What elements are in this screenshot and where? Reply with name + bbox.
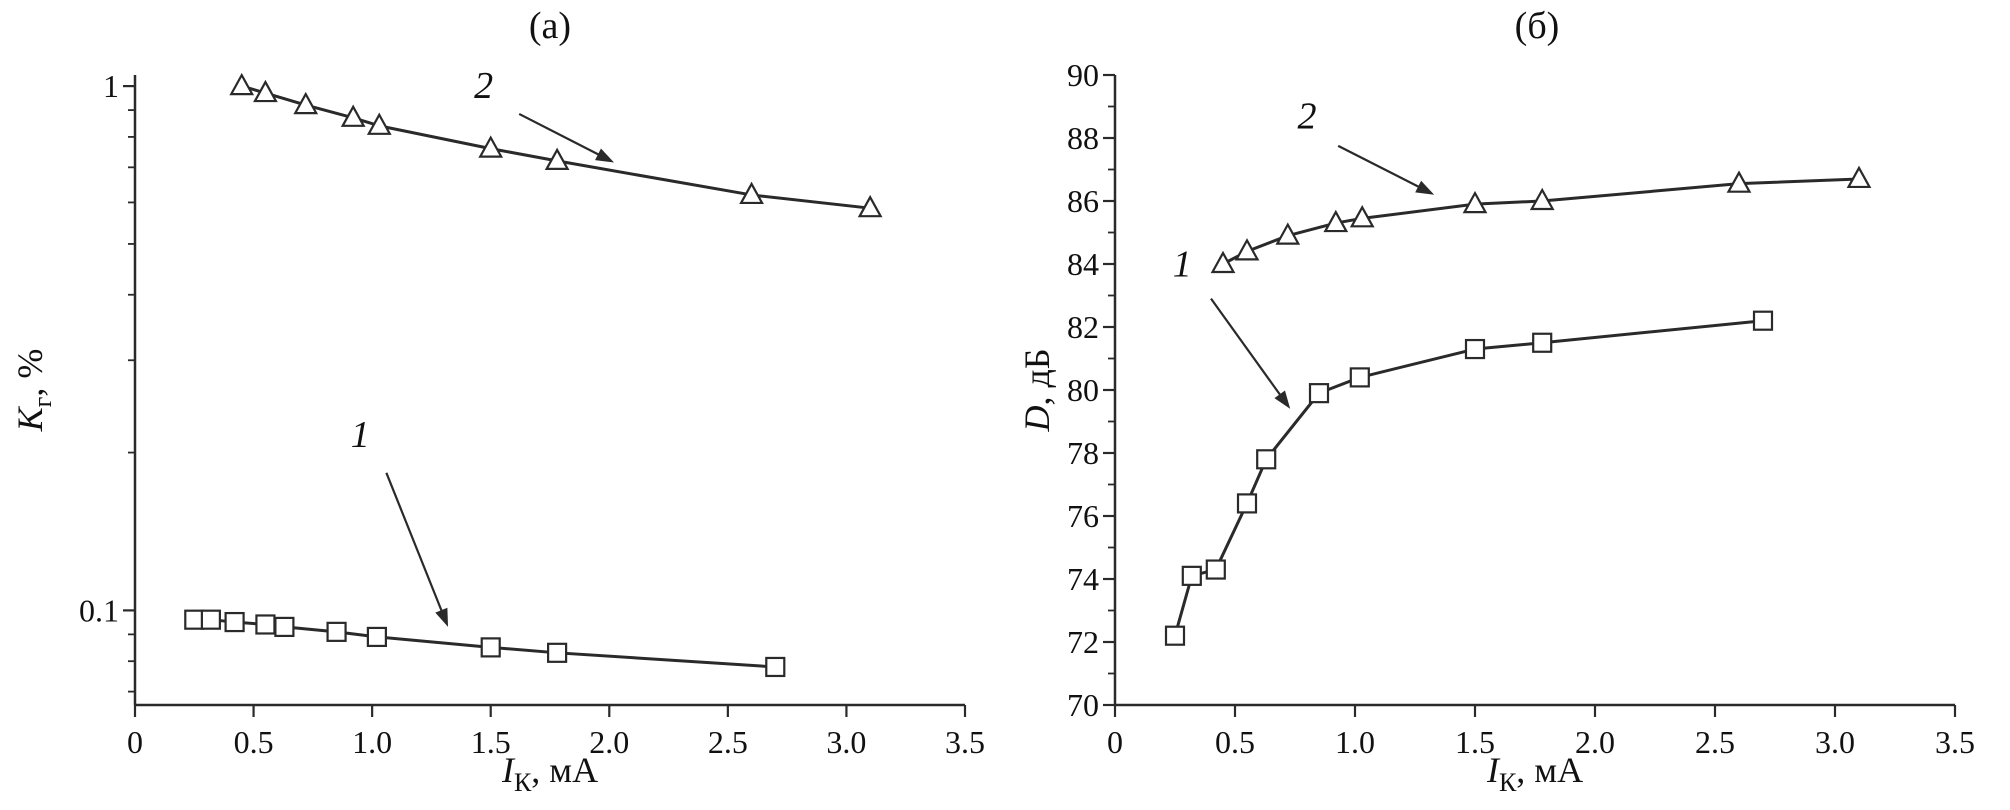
chart-a-title: (а): [528, 5, 572, 47]
y-tick-label: 88: [1067, 120, 1099, 156]
square-marker: [224, 611, 245, 633]
triangle-marker: [1529, 187, 1555, 211]
triangle-marker: [366, 112, 392, 135]
triangle-marker: [1210, 250, 1236, 274]
x-tick-label: 0.5: [1215, 724, 1255, 760]
annotation-label-1: 1: [1173, 244, 1192, 286]
y-tick-label: 74: [1067, 561, 1099, 597]
x-tick-label: 0.5: [234, 724, 274, 760]
square-marker: [1308, 383, 1330, 404]
x-tick-label: 3.5: [945, 724, 985, 760]
square-marker: [1164, 625, 1186, 646]
x-tick-label: 3.0: [1815, 724, 1855, 760]
x-axis-title: IК, мА: [1486, 750, 1583, 797]
x-tick-label: 2.0: [1575, 724, 1615, 760]
x-tick-label: 2.5: [1695, 724, 1735, 760]
chart-a: 0 0.5 1.0 1.5 2.0 2.5 3.0 3.5 0.1 1 2 1 IК, мА Kг, %: [10, 65, 985, 797]
x-tick-label: 1.0: [1335, 724, 1375, 760]
square-marker: [1349, 367, 1370, 388]
square-marker: [1236, 493, 1258, 514]
chart-b: 0 0.5 1.0 1.5 2.0 2.5 3.0 3.5 70 72 74 76 78 80 82 84 86…: [1017, 57, 1975, 797]
y-tick-label: 0.1: [79, 592, 119, 628]
y-axis-title: D, дБ: [1017, 349, 1057, 433]
x-tick-label: 1.5: [1455, 724, 1495, 760]
annotation-arrow-line: [385, 472, 445, 617]
square-marker: [274, 616, 295, 638]
triangle-marker: [340, 104, 366, 127]
x-tick-label: 2.5: [708, 724, 748, 760]
triangle-marker: [229, 72, 255, 96]
x-tick-label: 1.0: [352, 724, 392, 760]
square-marker: [184, 609, 205, 630]
x-tick-label: 3.0: [826, 724, 866, 760]
x-tick-label: 0: [1107, 724, 1123, 760]
y-tick-label: 70: [1067, 687, 1099, 723]
triangle-marker: [253, 79, 278, 103]
series-2-line: [240, 84, 872, 210]
triangle-marker: [1462, 190, 1488, 214]
x-tick-label: 3.5: [1935, 724, 1975, 760]
triangle-marker: [1726, 170, 1752, 193]
square-marker: [1464, 338, 1486, 360]
annotation-arrow-line: [1210, 298, 1285, 400]
annotation-arrow-head: [1415, 180, 1435, 195]
y-tick-label: 82: [1067, 309, 1099, 345]
square-marker: [255, 614, 276, 635]
y-tick-label: 84: [1067, 246, 1099, 282]
square-marker: [326, 621, 347, 642]
square-marker: [765, 656, 786, 678]
triangle-marker: [1846, 165, 1872, 189]
y-tick-label: 78: [1067, 435, 1099, 471]
annotation-label-2: 2: [474, 65, 493, 107]
triangle-marker: [739, 181, 764, 205]
y-axis-title: Kг, %: [10, 349, 57, 433]
x-tick-label: 1.5: [471, 724, 511, 760]
triangle-marker: [1234, 238, 1260, 261]
y-tick-label: 76: [1067, 498, 1099, 534]
square-marker: [1181, 565, 1202, 586]
y-tick-label: 80: [1067, 372, 1099, 408]
triangle-marker: [478, 135, 504, 158]
triangle-marker: [544, 147, 570, 171]
annotation-label-1: 1: [351, 414, 370, 456]
annotation-arrow-head: [435, 607, 449, 627]
square-marker: [1532, 332, 1553, 353]
triangle-marker: [293, 91, 319, 115]
triangle-marker: [857, 194, 883, 218]
square-marker: [1752, 310, 1774, 331]
annotation-arrow-line: [518, 112, 604, 159]
y-tick-label: 72: [1067, 624, 1099, 660]
square-marker: [200, 609, 221, 630]
annotation-label-2: 2: [1298, 96, 1317, 138]
x-axis-title: IК, мА: [501, 750, 598, 797]
y-tick-label: 90: [1067, 57, 1099, 93]
square-marker: [1256, 449, 1277, 470]
square-marker: [1205, 559, 1226, 580]
chart-b-title: (б): [1514, 5, 1560, 47]
square-marker: [366, 626, 387, 648]
series-1-line: [192, 618, 777, 669]
x-tick-label: 2.0: [589, 724, 629, 760]
square-marker: [480, 637, 501, 658]
y-tick-label: 86: [1067, 183, 1099, 219]
series-1-line: [1173, 319, 1765, 638]
annotation-arrow-head: [1274, 390, 1291, 409]
x-tick-label: 0: [127, 724, 143, 760]
triangle-marker: [1323, 209, 1349, 233]
square-marker: [547, 642, 568, 663]
annotation-arrow-line: [1337, 144, 1425, 191]
y-tick-label: 1: [103, 68, 119, 104]
triangle-marker: [1349, 205, 1375, 228]
annotation-arrow-head: [595, 148, 615, 163]
triangle-marker: [1275, 222, 1301, 245]
